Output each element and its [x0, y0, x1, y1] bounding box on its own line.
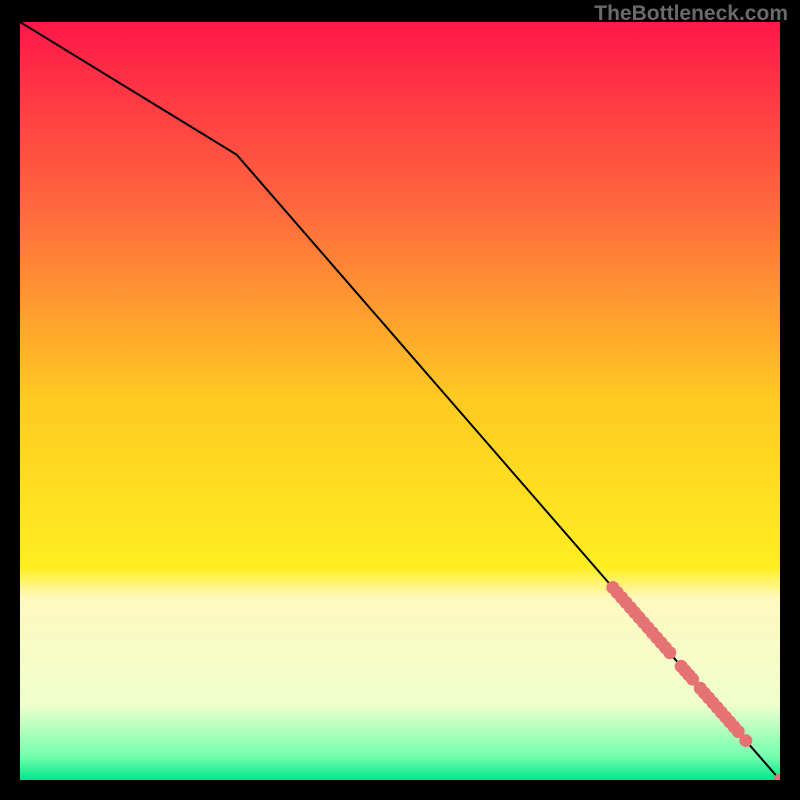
data-marker — [663, 646, 676, 659]
data-marker — [739, 734, 752, 747]
chart-overlay — [20, 22, 780, 780]
trend-line — [20, 22, 780, 780]
canvas: TheBottleneck.com — [0, 0, 800, 800]
plot-area — [20, 22, 780, 780]
